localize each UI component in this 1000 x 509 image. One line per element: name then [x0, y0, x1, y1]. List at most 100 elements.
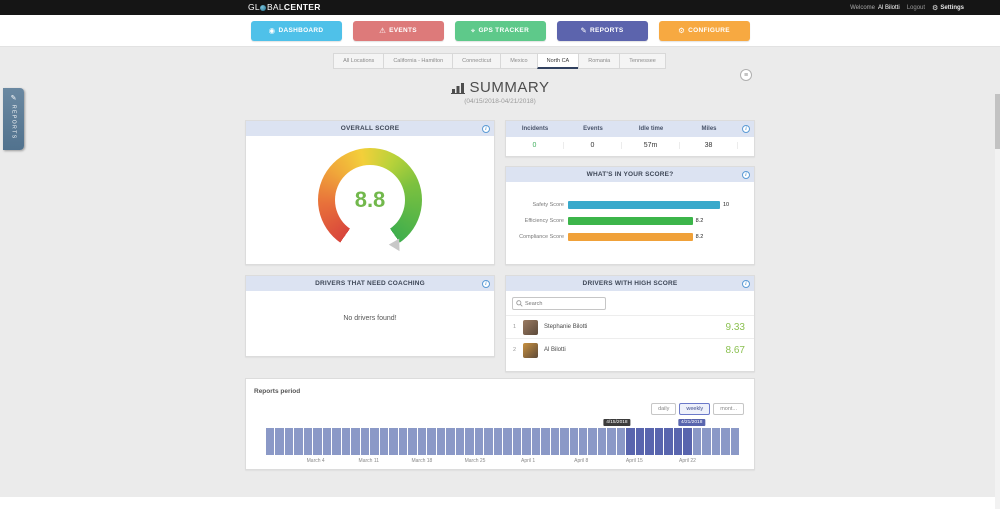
info-icon[interactable] [482, 124, 490, 133]
logo[interactable]: GL BALCENTER [248, 0, 321, 15]
score-bar-row: Safety Score 10 [508, 197, 746, 213]
period-bar[interactable] [379, 428, 389, 455]
period-bar[interactable] [427, 428, 436, 455]
tab-california-hamilton[interactable]: California - Hamilton [383, 53, 454, 69]
chart-context-menu-button[interactable]: ≡ [740, 69, 752, 81]
nav-button-reports[interactable]: ✎ REPORTS [556, 20, 648, 41]
driver-row[interactable]: 2 Al Bilotti 8.67 [506, 338, 754, 361]
period-bar[interactable] [474, 428, 484, 455]
logo-text: BAL [266, 2, 284, 12]
period-bar[interactable] [673, 428, 683, 455]
topbar-right: Welcome Al Bilotti Logout ⚙ Settings [850, 0, 964, 15]
period-bar[interactable] [578, 428, 588, 455]
period-bar[interactable] [360, 428, 370, 455]
period-bar[interactable] [607, 428, 616, 455]
nav-button-label: GPS TRACKER [478, 27, 530, 34]
period-bar[interactable] [597, 428, 607, 455]
range-button-weekly[interactable]: weekly [679, 403, 711, 415]
x-axis-label: April 1 [521, 458, 536, 464]
period-bar[interactable] [711, 428, 721, 455]
period-bar[interactable] [645, 428, 654, 455]
period-bar[interactable] [560, 428, 569, 455]
page-title-block: SUMMARY (04/15/2018-04/21/2018) [0, 79, 1000, 105]
period-bar[interactable] [408, 428, 417, 455]
tab-mexico[interactable]: Mexico [500, 53, 538, 69]
high-score-card: DRIVERS WITH HIGH SCORE 1 Stephanie Bilo… [505, 275, 755, 372]
period-bar[interactable] [322, 428, 332, 455]
settings-label: Settings [940, 4, 964, 11]
driver-row[interactable]: 1 Stephanie Bilotti 9.33 [506, 315, 754, 338]
tab-all-locations[interactable]: All Locations [333, 53, 385, 69]
period-bar[interactable] [417, 428, 427, 455]
reports-side-tab[interactable]: ✎ REPORTS [3, 88, 24, 150]
period-bar[interactable] [654, 428, 664, 455]
period-bar[interactable] [550, 428, 560, 455]
card-header: DRIVERS WITH HIGH SCORE [506, 276, 754, 291]
period-bar[interactable] [683, 428, 692, 455]
card-header: DRIVERS THAT NEED COACHING [246, 276, 494, 291]
period-bar[interactable] [541, 428, 550, 455]
period-bar[interactable] [351, 428, 360, 455]
period-bar[interactable] [503, 428, 512, 455]
range-button-daily[interactable]: daily [651, 403, 677, 415]
driver-name: Stephanie Bilotti [544, 324, 588, 330]
period-bar[interactable] [341, 428, 351, 455]
period-bar[interactable] [721, 428, 730, 455]
period-bar[interactable] [398, 428, 408, 455]
period-bar[interactable] [531, 428, 541, 455]
driver-rank: 1 [513, 324, 517, 330]
period-bar[interactable] [455, 428, 465, 455]
info-icon[interactable] [742, 279, 750, 288]
tab-romania[interactable]: Romania [578, 53, 621, 69]
score-bar-value: 10 [723, 202, 730, 208]
settings-link[interactable]: ⚙ Settings [932, 4, 964, 12]
period-bar[interactable] [332, 428, 341, 455]
period-bar[interactable] [303, 428, 313, 455]
driver-search-input[interactable] [525, 300, 602, 307]
period-bar[interactable] [493, 428, 503, 455]
nav-button-dashboard[interactable]: ◉ DASHBOARD [250, 20, 342, 41]
period-bar[interactable] [588, 428, 597, 455]
nav-button-configure[interactable]: ⚙ CONFIGURE [658, 20, 750, 41]
period-bar[interactable] [465, 428, 474, 455]
period-bar[interactable] [313, 428, 322, 455]
nav-button-events[interactable]: ⚠ EVENTS [352, 20, 444, 41]
logout-link[interactable]: Logout [906, 4, 926, 11]
scrollbar-thumb[interactable] [995, 94, 1000, 149]
period-bar[interactable] [730, 428, 740, 455]
info-icon[interactable] [742, 125, 750, 133]
info-icon[interactable] [482, 279, 490, 288]
period-chart: 4/15/2018 4/21/2018 [266, 419, 740, 455]
period-bar[interactable] [389, 428, 398, 455]
period-bar[interactable] [294, 428, 303, 455]
reports-period-label: Reports period [254, 388, 301, 395]
period-bar[interactable] [266, 428, 275, 455]
period-bar[interactable] [702, 428, 711, 455]
period-bar[interactable] [635, 428, 645, 455]
tab-north-ca[interactable]: North CA [536, 53, 580, 69]
info-icon[interactable] [742, 170, 750, 179]
page-title: SUMMARY [469, 79, 550, 96]
tab-connecticut[interactable]: Connecticut [452, 53, 502, 69]
period-bar[interactable] [522, 428, 531, 455]
period-bar[interactable] [664, 428, 673, 455]
scrollbar[interactable] [995, 94, 1000, 509]
period-bar[interactable] [512, 428, 522, 455]
tab-tennessee[interactable]: Tennessee [619, 53, 666, 69]
period-bar[interactable] [446, 428, 455, 455]
period-bar[interactable] [484, 428, 493, 455]
period-bar[interactable] [569, 428, 578, 455]
period-bar[interactable] [370, 428, 379, 455]
period-bar[interactable] [616, 428, 626, 455]
selection-end-tooltip: 4/21/2018 [678, 419, 706, 426]
period-bar[interactable] [626, 428, 635, 455]
nav-button-gps-tracker[interactable]: ⌖ GPS TRACKER [454, 20, 546, 41]
period-bar[interactable] [692, 428, 702, 455]
period-bar[interactable] [284, 428, 294, 455]
x-axis-label: March 18 [411, 458, 433, 464]
card-title: OVERALL SCORE [340, 125, 400, 132]
period-bar[interactable] [275, 428, 284, 455]
card-title: WHAT'S IN YOUR SCORE? [586, 171, 674, 178]
range-button-mont[interactable]: mont... [713, 403, 744, 415]
period-bar[interactable] [436, 428, 446, 455]
